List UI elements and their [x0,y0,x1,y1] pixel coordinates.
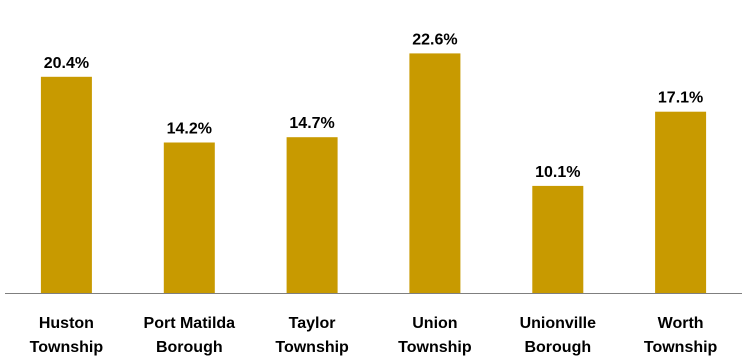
data-label: 20.4% [44,55,89,72]
bar [655,111,707,293]
x-tick-label: Township [30,339,104,356]
bar [40,76,92,293]
x-tick-label: Borough [156,339,223,356]
data-label: 14.2% [167,121,212,138]
x-tick-label: Union [412,315,457,332]
data-label: 10.1% [535,164,580,181]
bars-layer [40,53,707,294]
data-label: 14.7% [289,115,334,132]
x-tick-label: Unionville [520,315,597,332]
category-labels-layer: Huston Township Port Matilda Borough Taylor T… [30,315,718,356]
x-tick-label: Borough [524,339,591,356]
bar [286,137,338,293]
data-label: 22.6% [412,31,457,48]
value-labels-layer: 20.4% 14.2% 14.7% 22.6% 10.1% 17.1% [44,31,704,181]
x-tick-label: Township [644,339,718,356]
bar [532,185,584,293]
bar [163,142,215,293]
x-tick-label: Worth [658,315,704,332]
data-label: 17.1% [658,90,703,107]
bar [409,53,461,294]
x-tick-label: Port Matilda [144,315,236,332]
x-tick-label: Township [275,339,349,356]
x-tick-label: Taylor [289,315,336,332]
x-tick-label: Township [398,339,472,356]
x-tick-label: Huston [39,315,94,332]
